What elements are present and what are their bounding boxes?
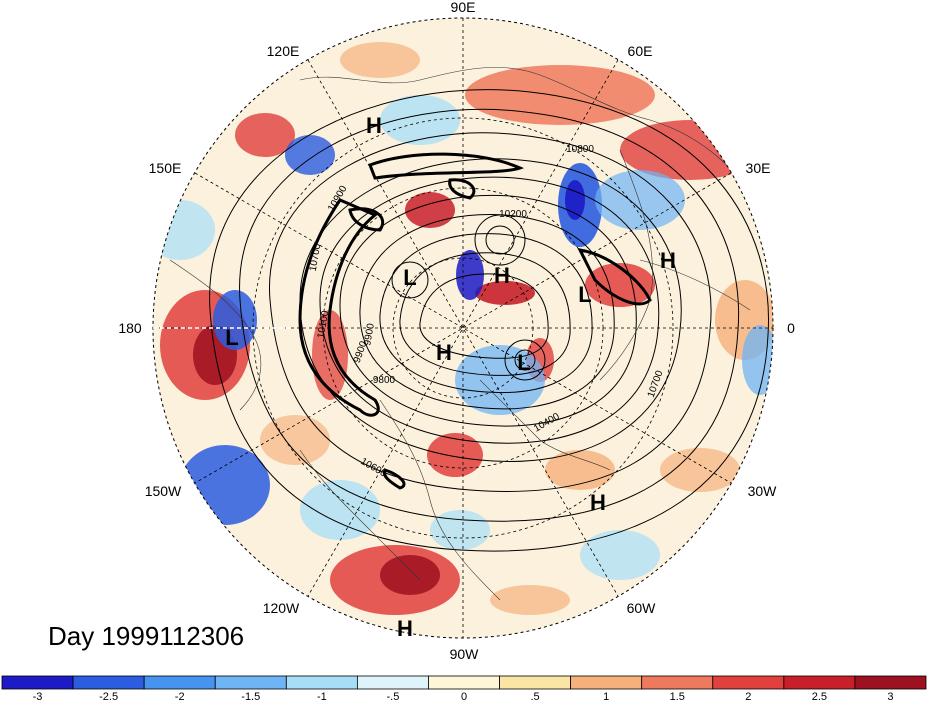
anomaly-field [153,18,773,638]
pressure-system-high: H [660,248,676,273]
pressure-system-low: L [578,282,591,307]
label-150e: 150E [149,160,182,176]
colorbar-swatch [1,675,74,690]
colorbar-swatch [854,675,927,690]
colorbar-swatch [214,675,287,690]
label-60e: 60E [628,43,653,59]
contour-label: 10800 [566,144,594,155]
colorbar-swatch [72,675,145,690]
colorbar-swatch [783,675,856,690]
colorbar-tick-label: -2.5 [99,691,118,702]
label-0: 0 [787,320,795,336]
colorbar-tick-label: 2.5 [812,691,827,702]
colorbar-swatch [285,675,358,690]
contour-label: 10100 [316,309,332,339]
colorbar-tick-label: -1 [317,691,327,702]
contour-label: 9800 [373,375,396,386]
pressure-system-low: L [517,350,530,375]
pressure-system-high: H [366,113,382,138]
label-30e: 30E [746,160,771,176]
pressure-system-high: H [494,263,510,288]
label-90e: 90E [451,0,476,15]
contour-label: 9900 [362,322,377,346]
pressure-system-low: L [225,325,238,350]
label-180: 180 [118,320,142,336]
colorbar-swatch [570,675,643,690]
longitude-labels: 90E 60E 30E 0 30W 60W 90W 120W 150W 180 … [118,0,795,662]
colorbar-tick-label: 2 [745,691,751,702]
colorbar-tick-label: .5 [530,691,539,702]
colorbar-tick-label: 3 [887,691,893,702]
colorbar-tick-label: -3 [33,691,43,702]
pressure-system-high: H [590,490,606,515]
label-90w: 90W [450,646,480,662]
colorbar-swatch [641,675,714,690]
day-label: Day 1999112306 [48,621,244,651]
colorbar-swatch [356,675,429,690]
graticule [153,18,773,638]
label-150w: 150W [145,483,182,499]
colorbar-swatch [143,675,216,690]
colorbar-tick-label: -2 [175,691,185,702]
height-contours [209,89,770,552]
colorbar-tick-label: -1.5 [241,691,260,702]
contour-label: 10700 [308,242,324,272]
pressure-system-labels: H H L H L L H L H H [225,113,676,641]
colorbar-swatch [712,675,785,690]
colorbar-swatch [428,675,500,690]
colorbar-swatch [499,675,572,690]
colorbar-tick-label: 0 [461,691,467,702]
jet-contours [298,152,652,490]
pressure-system-low: L [403,265,416,290]
label-60w: 60W [627,600,657,616]
label-120e: 120E [267,43,300,59]
contour-label: 10200 [499,209,527,220]
coastlines [169,67,761,601]
label-30w: 30W [748,483,778,499]
pressure-system-high: H [397,616,413,641]
label-120w: 120W [263,600,300,616]
colorbar: -3 -2.5 -2 -1.5 -1 -.5 0 .5 1 1.5 2 2.5 3 [1,675,927,703]
colorbar-tick-label: -.5 [387,691,400,702]
colorbar-tick-label: 1.5 [670,691,685,702]
colorbar-tick-label: 1 [603,691,609,702]
pressure-system-high: H [436,340,452,365]
